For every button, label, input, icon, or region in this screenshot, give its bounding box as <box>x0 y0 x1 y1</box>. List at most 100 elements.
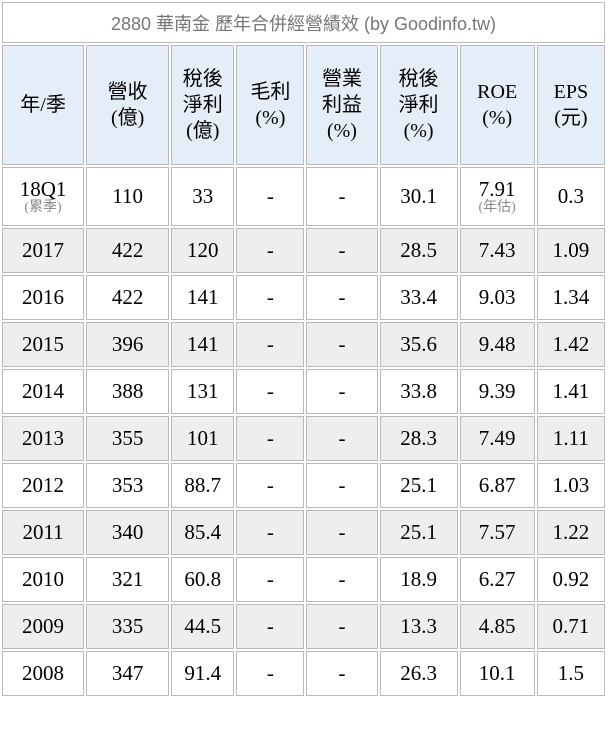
value-cell-eps: 0.3 <box>536 167 605 226</box>
value-cell-roe: 6.87 <box>459 463 535 508</box>
value-cell-net-margin: 26.3 <box>379 651 458 696</box>
value-cell-operating-margin: - <box>306 416 378 461</box>
column-header-year: 年/季 <box>2 45 85 165</box>
year-cell: 2011 <box>2 510 85 555</box>
value-cell-net-income: 141 <box>171 322 235 367</box>
table-row: 2015 396 141- -35.6 9.48 1.42 <box>2 322 605 367</box>
value-cell-net-income: 33 <box>171 167 235 226</box>
value-cell-operating-margin: - <box>306 167 378 226</box>
value-cell-roe: 6.27 <box>459 557 535 602</box>
value-cell-revenue: 355 <box>86 416 170 461</box>
year-cell: 2014 <box>2 369 85 414</box>
value-cell-net-margin: 18.9 <box>379 557 458 602</box>
performance-table: 2880 華南金 歷年合併經營績效 (by Goodinfo.tw) 年/季 營收… <box>2 2 605 696</box>
value-cell-revenue: 110 <box>86 167 170 226</box>
value-cell-roe: 7.49 <box>459 416 535 461</box>
column-header-operating-margin: 營業 利益 (%) <box>306 45 378 165</box>
value-cell-roe: 10.1 <box>459 651 535 696</box>
table-body: 18Q1 (累季) 110 33- -30.1 7.91 (年估) 0.3 2017 422 120… <box>2 167 605 696</box>
value-cell-gross-margin: - <box>236 651 305 696</box>
value-cell-operating-margin: - <box>306 228 378 273</box>
value-cell-net-income: 120 <box>171 228 235 273</box>
column-header-net-income: 稅後 淨利 (億) <box>171 45 235 165</box>
value-cell-revenue: 422 <box>86 275 170 320</box>
column-header-gross-margin: 毛利 (%) <box>236 45 305 165</box>
value-cell-net-income: 85.4 <box>171 510 235 555</box>
cell-note: (年估) <box>478 199 516 215</box>
year-cell: 2015 <box>2 322 85 367</box>
value-cell-gross-margin: - <box>236 167 305 226</box>
value-cell-operating-margin: - <box>306 369 378 414</box>
value-cell-net-margin: 33.4 <box>379 275 458 320</box>
value-cell-roe: 4.85 <box>459 604 535 649</box>
column-header-roe: ROE (%) <box>459 45 535 165</box>
table-row: 2010 321 60.8- -18.9 6.27 0.92 <box>2 557 605 602</box>
value-cell-eps: 1.5 <box>536 651 605 696</box>
value-cell-net-margin: 30.1 <box>379 167 458 226</box>
value-cell-roe: 9.03 <box>459 275 535 320</box>
header-row: 年/季 營收 (億) 稅後 淨利 (億) 毛利 (%) 營業 利益 (%) 稅後 淨利 (%) ROE (%)… <box>2 45 605 165</box>
value-cell-operating-margin: - <box>306 322 378 367</box>
value-cell-gross-margin: - <box>236 369 305 414</box>
column-header-eps: EPS (元) <box>536 45 605 165</box>
value-cell-eps: 1.03 <box>536 463 605 508</box>
value-cell-revenue: 388 <box>86 369 170 414</box>
value-cell-net-income: 131 <box>171 369 235 414</box>
value-cell-net-income: 44.5 <box>171 604 235 649</box>
cell-note: (累季) <box>24 199 62 215</box>
table-row: 18Q1 (累季) 110 33- -30.1 7.91 (年估) 0.3 <box>2 167 605 226</box>
value-cell-net-margin: 35.6 <box>379 322 458 367</box>
year-cell: 2008 <box>2 651 85 696</box>
column-header-revenue: 營收 (億) <box>86 45 170 165</box>
table-row: 2013 355 101- -28.3 7.49 1.11 <box>2 416 605 461</box>
value-cell-net-margin: 25.1 <box>379 463 458 508</box>
value-cell-net-income: 88.7 <box>171 463 235 508</box>
value-cell-gross-margin: - <box>236 275 305 320</box>
year-cell: 2017 <box>2 228 85 273</box>
value-cell-revenue: 321 <box>86 557 170 602</box>
value-cell-roe: 9.39 <box>459 369 535 414</box>
column-header-net-margin: 稅後 淨利 (%) <box>379 45 458 165</box>
value-cell-eps: 0.92 <box>536 557 605 602</box>
value-cell-net-income: 91.4 <box>171 651 235 696</box>
year-cell: 2016 <box>2 275 85 320</box>
table-row: 2017 422 120- -28.5 7.43 1.09 <box>2 228 605 273</box>
value-cell-gross-margin: - <box>236 604 305 649</box>
value-cell-gross-margin: - <box>236 322 305 367</box>
value-cell-net-margin: 28.5 <box>379 228 458 273</box>
value-cell-roe: 7.91 (年估) <box>459 167 535 226</box>
value-cell-eps: 1.34 <box>536 275 605 320</box>
value-cell-eps: 1.41 <box>536 369 605 414</box>
value-cell-roe: 7.57 <box>459 510 535 555</box>
value-cell-net-income: 141 <box>171 275 235 320</box>
value-cell-eps: 1.09 <box>536 228 605 273</box>
value-cell-gross-margin: - <box>236 463 305 508</box>
page-title: 2880 華南金 歷年合併經營績效 (by Goodinfo.tw) <box>2 2 605 43</box>
value-cell-roe: 9.48 <box>459 322 535 367</box>
value-cell-operating-margin: - <box>306 557 378 602</box>
year-cell: 2012 <box>2 463 85 508</box>
value-cell-gross-margin: - <box>236 416 305 461</box>
value-cell-net-income: 60.8 <box>171 557 235 602</box>
value-cell-eps: 1.22 <box>536 510 605 555</box>
value-cell-operating-margin: - <box>306 510 378 555</box>
value-cell-operating-margin: - <box>306 275 378 320</box>
value-cell-eps: 0.71 <box>536 604 605 649</box>
table-row: 2012 353 88.7- -25.1 6.87 1.03 <box>2 463 605 508</box>
year-cell: 2013 <box>2 416 85 461</box>
value-cell-revenue: 396 <box>86 322 170 367</box>
value-cell-revenue: 335 <box>86 604 170 649</box>
title-row: 2880 華南金 歷年合併經營績效 (by Goodinfo.tw) <box>2 2 605 43</box>
year-cell: 2010 <box>2 557 85 602</box>
year-cell: 18Q1 (累季) <box>2 167 85 226</box>
value-cell-gross-margin: - <box>236 557 305 602</box>
value-cell-roe: 7.43 <box>459 228 535 273</box>
table-row: 2016 422 141- -33.4 9.03 1.34 <box>2 275 605 320</box>
value-cell-revenue: 422 <box>86 228 170 273</box>
table-row: 2011 340 85.4- -25.1 7.57 1.22 <box>2 510 605 555</box>
value-cell-net-margin: 25.1 <box>379 510 458 555</box>
value-cell-revenue: 353 <box>86 463 170 508</box>
table-row: 2009 335 44.5- -13.3 4.85 0.71 <box>2 604 605 649</box>
value-cell-operating-margin: - <box>306 604 378 649</box>
